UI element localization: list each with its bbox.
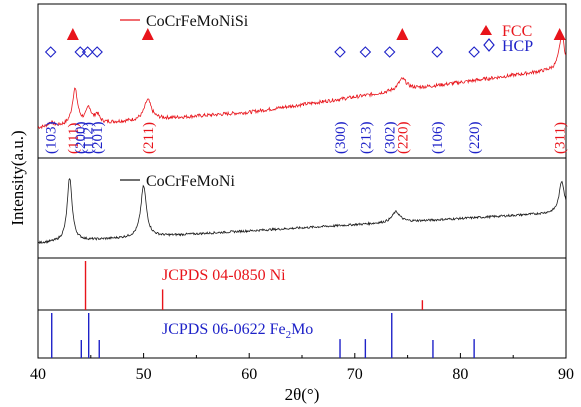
peak-label-3: (112): [81, 122, 97, 154]
panel-frame-2: [37, 257, 567, 311]
hcp-marker-7: [359, 46, 372, 58]
fcc-marker-12: [553, 28, 566, 40]
ref-label-fe2mo-main: JCPDS 06-0622 Fe: [162, 321, 286, 338]
panel-frame-1: [37, 157, 567, 259]
peak-label-9: (220): [395, 122, 411, 155]
panel-layer: [37, 3, 567, 359]
legend-label-cocrfemonisi: CoCrFeMoNiSi: [146, 13, 249, 30]
fcc-marker-1: [66, 28, 79, 40]
hcp-legend-diamond: [483, 38, 495, 52]
curve-layer: [37, 33, 567, 358]
legend-label-cocrfemoni: CoCrFeMoNi: [146, 173, 235, 190]
fcc-marker-9: [396, 28, 409, 40]
hcp-marker-2: [74, 46, 87, 58]
fcc-marker-5: [141, 28, 154, 40]
peak-label-6: (300): [333, 122, 349, 155]
hcp-marker-3: [81, 46, 94, 58]
ref-label-fe2mo: JCPDS 06-0622 Fe2Mo: [162, 321, 313, 341]
peak-label-2: (200): [73, 122, 89, 155]
peak-label-7: (213): [358, 122, 374, 155]
fcc-legend-label: FCC: [502, 23, 532, 40]
hcp-legend-label: HCP: [502, 38, 533, 55]
curve-cocrfemonisi: [37, 33, 567, 130]
hcp-marker-8: [383, 46, 396, 58]
fcc-legend-triangle: [480, 25, 492, 35]
peak-label-8: (302): [383, 122, 399, 155]
hcp-marker-10: [431, 46, 443, 58]
reference-labels: JCPDS 04-0850 Ni JCPDS 06-0622 Fe2Mo: [162, 267, 313, 341]
ref-label-fe2mo-tail: Mo: [291, 321, 313, 338]
hcp-marker-11: [468, 46, 480, 58]
marker-layer: (103) (111)(200)(112)(201) (211) (300) (213)…: [44, 28, 569, 154]
legend-layer: CoCrFeMoNiSi CoCrFeMoNi FCC HCP: [120, 13, 533, 190]
x-tick-label-3: 70: [347, 366, 363, 383]
ref-label-ni: JCPDS 04-0850 Ni: [162, 267, 286, 284]
x-tick-label-0: 40: [30, 366, 46, 383]
peak-label-11: (220): [467, 122, 483, 155]
peak-label-12: (311): [553, 122, 569, 154]
hcp-marker-6: [334, 46, 346, 58]
x-tick-label-2: 60: [241, 366, 257, 383]
x-axis: 40 50 60 70 80 90: [30, 353, 574, 383]
peak-label-0: (103): [44, 122, 60, 155]
peak-label-5: (211): [141, 122, 157, 154]
x-axis-label: 2θ(°): [285, 385, 320, 404]
hcp-marker-0: [44, 46, 57, 58]
peak-label-10: (106): [430, 122, 446, 155]
y-axis-label: Intensity(a.u.): [8, 130, 27, 225]
x-tick-label-4: 80: [452, 366, 468, 383]
x-tick-label-5: 90: [558, 366, 574, 383]
hcp-marker-4: [91, 46, 103, 58]
peak-label-1: (111): [66, 123, 82, 154]
curve-cocrfemoni: [37, 178, 567, 245]
ref-label-fe2mo-sub: 2: [286, 329, 292, 341]
peak-label-4: (201): [90, 122, 106, 155]
x-tick-label-1: 50: [136, 366, 152, 383]
